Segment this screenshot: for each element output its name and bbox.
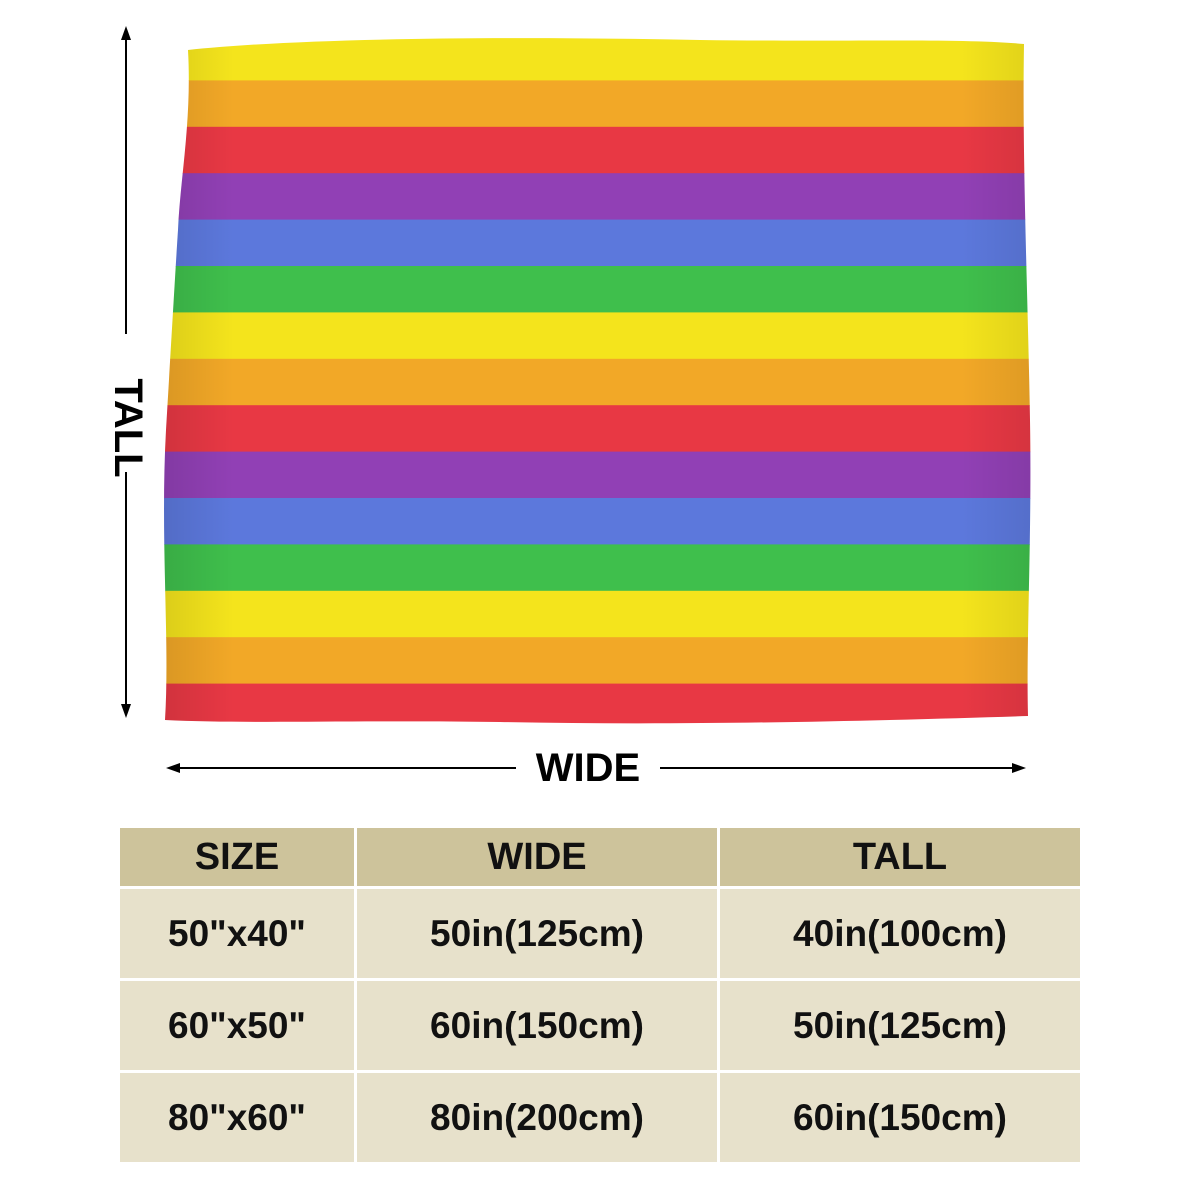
- rainbow-blanket-image: [164, 38, 1031, 724]
- arrow-right-icon: [1012, 763, 1026, 773]
- size-table: SIZE WIDE TALL 50"x40" 50in(125cm) 40in(…: [120, 828, 1080, 1164]
- blanket-shading: [164, 38, 1031, 724]
- row-3-tall: 60in(150cm): [720, 1073, 1080, 1162]
- row-2-tall: 50in(125cm): [720, 981, 1080, 1070]
- tall-label: TALL: [106, 378, 151, 478]
- arrow-left-icon: [166, 763, 180, 773]
- wide-line-right: [660, 767, 1014, 769]
- tall-line-bottom: [125, 472, 127, 706]
- row-1-wide: 50in(125cm): [357, 889, 717, 978]
- row-2-size: 60"x50": [120, 981, 354, 1070]
- header-size: SIZE: [120, 828, 354, 886]
- wide-line-left: [178, 767, 516, 769]
- arrow-down-icon: [121, 704, 131, 718]
- row-1-size: 50"x40": [120, 889, 354, 978]
- tall-line-top: [125, 38, 127, 334]
- header-wide: WIDE: [357, 828, 717, 886]
- row-3-wide: 80in(200cm): [357, 1073, 717, 1162]
- row-1-tall: 40in(100cm): [720, 889, 1080, 978]
- row-3-size: 80"x60": [120, 1073, 354, 1162]
- header-tall: TALL: [720, 828, 1080, 886]
- wide-label: WIDE: [535, 745, 641, 790]
- row-2-wide: 60in(150cm): [357, 981, 717, 1070]
- arrow-up-icon: [121, 26, 131, 40]
